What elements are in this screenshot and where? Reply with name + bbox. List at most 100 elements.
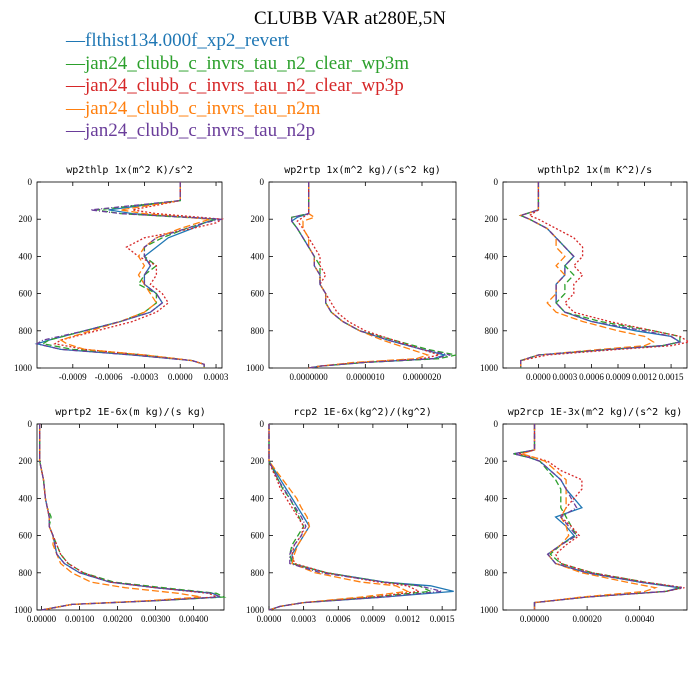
series-line-2 [41, 182, 217, 368]
series-line-2 [518, 182, 681, 368]
panel-3: wpthlp2 1x(m K^2)/s 0 200 400 600 800 1000 0.00… [480, 165, 691, 382]
x-tick-label: 0.0012 [395, 614, 420, 624]
series-line-2 [39, 424, 227, 611]
y-tick-label: 600 [19, 289, 33, 299]
x-tick-label: 0.0003 [204, 372, 229, 382]
x-tick-label: -0.0009 [59, 372, 87, 382]
series-line-3 [296, 182, 442, 369]
x-tick-label: 0.00040 [625, 614, 655, 624]
y-tick-label: 800 [251, 568, 265, 578]
x-tick-label: 0.0009 [606, 372, 631, 382]
y-tick-label: 0 [260, 419, 265, 429]
series-line-5 [518, 182, 682, 368]
x-tick-label: -0.0003 [131, 372, 159, 382]
x-tick-label: 0.0000010 [346, 372, 385, 382]
series-line-2 [291, 182, 457, 369]
x-tick-label: 0.0000 [257, 614, 282, 624]
panel-6: wp2rcp 1E-3x(m^2 kg)/(s^2 kg) 0 200 400 600 8… [480, 407, 688, 624]
legend-dash: — [66, 52, 85, 74]
series-line-3 [268, 424, 422, 611]
x-tick-label: 0.00400 [179, 614, 209, 624]
y-tick-label: 1000 [480, 363, 499, 373]
legend-item: — jan24_clubb_c_invrs_tau_n2_clear_wp3p [66, 75, 409, 98]
legend-item: — flthist134.000f_xp2_revert [66, 30, 409, 53]
series-line-5 [291, 182, 451, 369]
x-tick-label: 0.0003 [553, 372, 578, 382]
y-tick-label: 200 [251, 456, 265, 466]
x-tick-label: 0.0000000 [290, 372, 329, 382]
legend-label: jan24_clubb_c_invrs_tau_n2m [85, 97, 321, 119]
y-tick-label: 400 [485, 493, 499, 503]
y-tick-label: 400 [251, 493, 265, 503]
y-tick-label: 600 [19, 531, 33, 541]
panel-2: wp2rtp 1x(m^2 kg)/(s^2 kg) 0 200 400 600 800 1… [246, 165, 457, 382]
y-tick-label: 400 [19, 251, 33, 261]
legend-dash: — [66, 97, 85, 119]
x-tick-label: 0.00100 [65, 614, 95, 624]
y-tick-label: 600 [251, 289, 265, 299]
legend-item: — jan24_clubb_c_invrs_tau_n2m [66, 98, 409, 121]
y-tick-label: 400 [19, 493, 33, 503]
y-tick-label: 200 [485, 456, 499, 466]
series-line-1 [290, 182, 448, 369]
legend-label: jan24_clubb_c_invrs_tau_n2p [85, 120, 316, 141]
y-tick-label: 200 [19, 214, 33, 224]
y-tick-label: 400 [251, 251, 265, 261]
series-line-3 [39, 424, 219, 611]
x-tick-label: -0.0006 [95, 372, 123, 382]
y-tick-label: 1000 [14, 363, 33, 373]
y-tick-label: 200 [19, 456, 33, 466]
panel-title: wpthlp2 1x(m K^2)/s [538, 165, 652, 176]
y-tick-label: 0 [28, 177, 33, 187]
legend-label: jan24_clubb_c_invrs_tau_n2_clear_wp3m [85, 52, 409, 74]
y-tick-label: 200 [251, 214, 265, 224]
x-tick-label: 0.00300 [141, 614, 171, 624]
y-tick-label: 1000 [246, 605, 265, 615]
panel-title: wprtp2 1E-6x(m kg)/(s kg) [55, 407, 206, 418]
x-tick-label: 0.0003 [291, 614, 316, 624]
series-line-1 [513, 424, 680, 610]
panel-4: wprtp2 1E-6x(m kg)/(s kg) 0 200 400 600 800 10… [14, 407, 227, 624]
series-line-5 [39, 424, 223, 611]
y-tick-label: 1000 [246, 363, 265, 373]
legend-dash: — [66, 120, 85, 141]
y-tick-label: 800 [251, 326, 265, 336]
y-tick-label: 0 [28, 419, 33, 429]
y-tick-label: 800 [19, 568, 33, 578]
series-line-1 [39, 424, 223, 611]
series-line-3 [518, 424, 685, 610]
series-line-5 [513, 424, 682, 610]
x-tick-label: 0.0009 [361, 614, 386, 624]
panel-title: wp2rcp 1E-3x(m^2 kg)/(s^2 kg) [508, 407, 683, 418]
series-line-4 [518, 182, 655, 368]
y-tick-label: 1000 [480, 605, 499, 615]
y-tick-label: 800 [485, 326, 499, 336]
figure-title: CLUBB VAR at280E,5N [254, 8, 446, 29]
panel-5: rcp2 1E-6x(kg^2)/(kg^2) 0 200 400 600 800 1000… [246, 407, 457, 624]
x-tick-label: 0.0006 [579, 372, 604, 382]
y-tick-label: 800 [485, 568, 499, 578]
y-tick-label: 0 [494, 419, 499, 429]
legend-label: flthist134.000f_xp2_revert [85, 30, 290, 51]
y-tick-label: 800 [19, 326, 33, 336]
series-line-2 [268, 424, 433, 611]
series-line-4 [268, 424, 410, 611]
x-tick-label: 0.0015 [430, 614, 455, 624]
panel-frame [268, 423, 457, 611]
y-tick-label: 400 [485, 251, 499, 261]
x-tick-label: 0.0006 [326, 614, 351, 624]
series-line-3 [520, 182, 691, 368]
panel-frame [502, 181, 688, 369]
series-line-1 [268, 424, 454, 611]
panel-frame [36, 181, 223, 369]
x-tick-label: 0.0000 [526, 372, 551, 382]
y-tick-label: 0 [494, 177, 499, 187]
series-line-2 [513, 424, 682, 610]
series-line-5 [35, 182, 223, 368]
panel-title: wp2rtp 1x(m^2 kg)/(s^2 kg) [284, 165, 441, 176]
x-tick-label: 0.00000 [27, 614, 57, 624]
series-line-5 [268, 424, 443, 611]
y-tick-label: 600 [251, 531, 265, 541]
series-line-4 [519, 424, 658, 610]
